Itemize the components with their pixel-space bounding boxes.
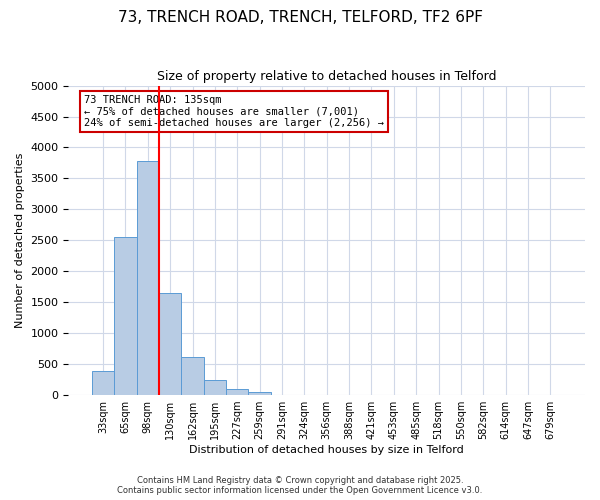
Bar [137, 161, 159, 395]
Bar [114, 237, 137, 395]
Text: 73 TRENCH ROAD: 135sqm
← 75% of detached houses are smaller (7,001)
24% of semi-: 73 TRENCH ROAD: 135sqm ← 75% of detached… [84, 95, 384, 128]
Bar [204, 380, 226, 395]
Y-axis label: Number of detached properties: Number of detached properties [15, 152, 25, 328]
Text: 73, TRENCH ROAD, TRENCH, TELFORD, TF2 6PF: 73, TRENCH ROAD, TRENCH, TELFORD, TF2 6P… [118, 10, 482, 25]
Bar [159, 293, 181, 395]
Bar [181, 356, 204, 395]
Bar [226, 388, 248, 395]
X-axis label: Distribution of detached houses by size in Telford: Distribution of detached houses by size … [190, 445, 464, 455]
Bar [248, 392, 271, 395]
Text: Contains HM Land Registry data © Crown copyright and database right 2025.
Contai: Contains HM Land Registry data © Crown c… [118, 476, 482, 495]
Bar [92, 371, 114, 395]
Title: Size of property relative to detached houses in Telford: Size of property relative to detached ho… [157, 70, 496, 83]
